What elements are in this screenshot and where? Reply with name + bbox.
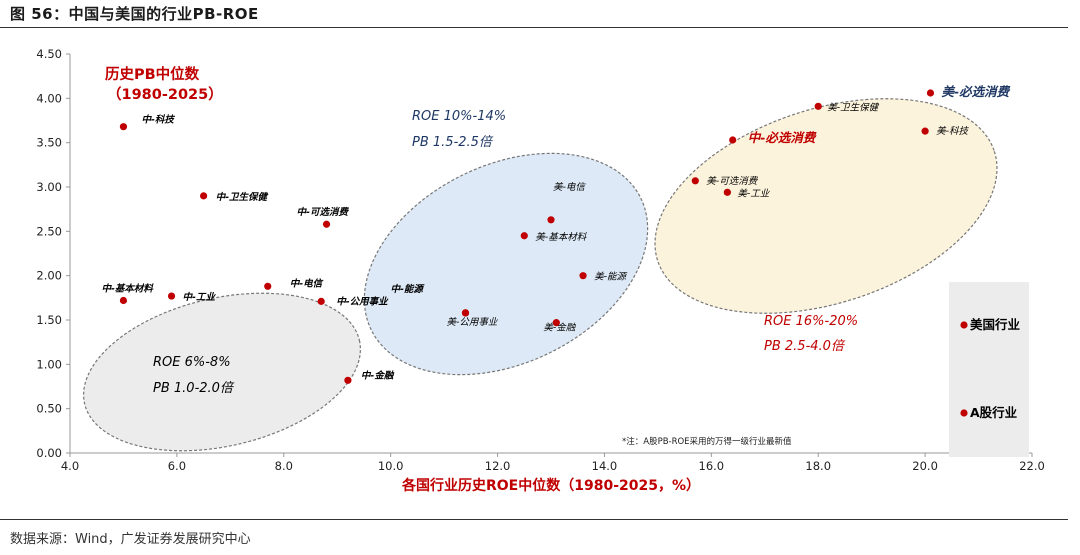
data-point xyxy=(264,282,272,290)
data-label: 美-必选消费 xyxy=(941,84,1010,99)
data-point xyxy=(926,89,935,97)
cluster-ellipses xyxy=(83,98,998,452)
y-tick-label: 0.00 xyxy=(36,446,62,460)
y-tick-label: 1.50 xyxy=(36,313,62,327)
data-point xyxy=(119,296,128,305)
annotations: ROE 6%-8% PB 1.0-2.0倍 ROE 10%-14% PB 1.5-2.… xyxy=(153,109,858,447)
x-tick-label: 22.0 xyxy=(1019,459,1045,473)
y-tick-label: 4.50 xyxy=(36,47,62,61)
data-point xyxy=(579,272,587,280)
legend-marker xyxy=(960,409,968,417)
data-point xyxy=(520,232,528,240)
bottom-rule xyxy=(0,519,1068,520)
data-point xyxy=(814,102,822,110)
figure-title: 图 56：中国与美国的行业PB-ROE xyxy=(10,5,259,23)
footnote: *注：A股PB-ROE采用的万得一级行业最新值 xyxy=(622,436,792,447)
x-tick-label: 14.0 xyxy=(592,459,618,473)
cluster-pb-label: PB 2.5-4.0倍 xyxy=(764,338,846,354)
data-point xyxy=(461,309,470,317)
x-axis-label: 各国行业历史ROE中位数（1980-2025，%） xyxy=(401,477,700,494)
y-tick-label: 0.50 xyxy=(36,402,62,416)
data-label: 美-电信 xyxy=(553,181,586,193)
x-tick-label: 20.0 xyxy=(912,459,938,473)
chart-axes: 0.00 0.50 1.00 1.50 2.00 2.50 3.00 3.50 4.00 4.50… xyxy=(36,47,1044,494)
x-tick-label: 18.0 xyxy=(805,459,831,473)
data-point xyxy=(691,177,699,185)
data-label: 美-卫生保健 xyxy=(827,101,879,113)
y-axis-note-line2: （1980-2025） xyxy=(107,85,223,103)
x-tick-label: 6.0 xyxy=(168,459,186,473)
data-point xyxy=(723,188,731,196)
data-label: 中-公用事业 xyxy=(336,295,389,307)
data-label: 美-可选消费 xyxy=(706,175,758,187)
data-label: 中-可选消费 xyxy=(297,206,350,218)
x-tick-label: 4.0 xyxy=(61,459,79,473)
y-tick-label: 1.00 xyxy=(36,357,62,371)
cluster-roe-label: ROE 10%-14% xyxy=(412,109,506,124)
data-point xyxy=(729,136,737,144)
y-tick-label: 2.00 xyxy=(36,269,62,283)
x-tick-label: 8.0 xyxy=(275,459,293,473)
data-label: 中-科技 xyxy=(141,114,175,126)
data-point xyxy=(119,123,128,131)
y-tick-label: 3.00 xyxy=(36,180,62,194)
data-label: 中-金融 xyxy=(361,369,395,381)
data-point xyxy=(547,216,555,224)
data-point xyxy=(344,376,352,384)
y-axis-note-line1: 历史PB中位数 xyxy=(105,65,200,83)
cluster-pb-label: PB 1.5-2.5倍 xyxy=(412,134,494,150)
data-label: 美-能源 xyxy=(594,271,627,283)
data-label: 美-工业 xyxy=(737,187,770,199)
y-tick-label: 4.00 xyxy=(36,91,62,105)
top-rule xyxy=(0,27,1068,28)
cluster-ellipse-low xyxy=(83,292,361,452)
data-point xyxy=(317,297,325,305)
data-label: 中-电信 xyxy=(290,277,324,289)
x-tick-label: 10.0 xyxy=(378,459,404,473)
source-note: 数据来源：Wind，广发证券发展研究中心 xyxy=(10,532,251,547)
data-label: 中-能源 xyxy=(390,283,425,295)
data-label: 中-卫生保健 xyxy=(216,191,269,203)
data-point xyxy=(322,220,331,228)
data-point xyxy=(167,292,176,300)
cluster-roe-label: ROE 16%-20% xyxy=(764,314,858,329)
data-point xyxy=(921,127,929,135)
legend-panel xyxy=(949,282,1029,457)
legend-marker xyxy=(960,321,968,329)
cluster-ellipse-mid xyxy=(363,152,649,376)
y-tick-label: 3.50 xyxy=(36,136,62,150)
data-label: 中-工业 xyxy=(183,291,217,303)
data-label: 美-公用事业 xyxy=(446,316,498,328)
data-label: 美-金融 xyxy=(543,322,576,334)
y-tick-label: 2.50 xyxy=(36,224,62,238)
cluster-ellipse-high xyxy=(654,98,998,314)
data-label: 中-基本材料 xyxy=(101,282,154,294)
data-point xyxy=(552,319,560,327)
legend: 美国行业 A股行业 xyxy=(949,282,1029,457)
data-label: 美-科技 xyxy=(936,125,969,137)
legend-item-label: A股行业 xyxy=(970,405,1018,420)
pb-roe-scatter-chart: 0.00 0.50 1.00 1.50 2.00 2.50 3.00 3.50 4.00 4.50… xyxy=(36,47,1044,494)
x-tick-label: 12.0 xyxy=(485,459,511,473)
x-tick-label: 16.0 xyxy=(699,459,725,473)
data-label: 美-基本材料 xyxy=(535,231,586,243)
cluster-pb-label: PB 1.0-2.0倍 xyxy=(153,380,235,396)
data-label: 中-必选消费 xyxy=(748,130,817,145)
cluster-roe-label: ROE 6%-8% xyxy=(153,355,231,370)
data-point xyxy=(200,192,208,200)
legend-item-label: 美国行业 xyxy=(970,317,1021,332)
